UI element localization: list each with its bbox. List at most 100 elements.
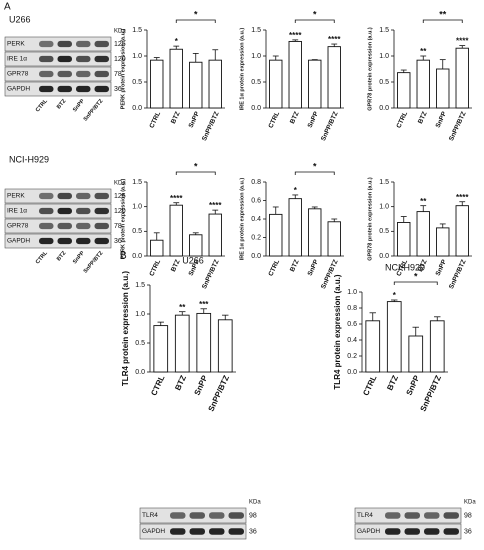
blot-band: [189, 528, 205, 535]
blot-band: [209, 528, 225, 535]
y-tick-label: 0.0: [251, 253, 261, 260]
y-tick-label: 0.8: [347, 305, 357, 312]
y-tick-label: 1.5: [132, 27, 142, 34]
blot-band: [443, 528, 459, 535]
y-tick-label: 0.0: [132, 253, 142, 260]
lane-label: CTRL: [35, 98, 49, 114]
comparison-label: *: [194, 161, 198, 171]
lane-label: CTRL: [35, 250, 49, 266]
blot-band: [94, 55, 109, 63]
bar: [365, 320, 381, 373]
x-tick-label: BTZ: [289, 259, 301, 273]
panel-label: A: [4, 2, 11, 13]
y-tick-label: 1.0: [132, 53, 142, 60]
bar: [436, 68, 450, 109]
significance-label: ****: [456, 37, 469, 46]
blot-band: [385, 528, 401, 535]
x-tick-label: SnPP/BTZ: [201, 259, 221, 290]
blot-band: [76, 222, 91, 230]
comparison-bracket: [294, 19, 335, 23]
band-name: PERK: [7, 41, 25, 48]
significance-label: ***: [199, 300, 209, 309]
bar: [196, 312, 212, 373]
band-kda: 36: [249, 528, 257, 535]
x-tick-label: SnPP/BTZ: [448, 111, 468, 142]
y-tick-label: 0.0: [251, 105, 261, 112]
blot-band: [57, 55, 72, 63]
significance-label: ****: [209, 201, 222, 210]
y-tick-label: 1.5: [251, 27, 261, 34]
lane-label: BTZ: [56, 98, 68, 111]
band-kda: 36: [464, 528, 472, 535]
significance-label: *: [294, 186, 298, 195]
y-tick-label: 0.6: [251, 197, 261, 204]
y-tick-label: 1.5: [135, 282, 145, 289]
blot-band: [94, 237, 109, 245]
lane-label: SnPP: [72, 98, 86, 113]
significance-label: ****: [456, 193, 469, 202]
blot-band: [57, 237, 72, 245]
significance-label: **: [420, 197, 427, 206]
bar: [217, 319, 233, 373]
band-kda: 98: [464, 512, 472, 519]
y-tick-label: 0.5: [379, 228, 389, 235]
band-kda: 36: [114, 86, 122, 93]
comparison-label: *: [194, 9, 198, 19]
x-tick-label: CTRL: [148, 111, 162, 130]
blot-band: [94, 85, 109, 93]
band-name: GPR78: [7, 223, 29, 230]
bar: [208, 213, 222, 257]
x-tick-label: SnPP: [404, 373, 421, 396]
blot-band: [39, 40, 54, 48]
bar: [169, 204, 183, 257]
blot-band: [76, 85, 91, 93]
bar: [169, 48, 183, 109]
band-name: IRE 1α: [7, 56, 27, 63]
blot-band: [39, 207, 54, 215]
comparison-bracket: [175, 171, 216, 175]
blot-band: [76, 207, 91, 215]
band-name: PERK: [7, 193, 25, 200]
significance-label: ****: [170, 194, 183, 203]
chart-title: NCI-H929: [385, 262, 425, 272]
comparison-label: *: [313, 9, 317, 19]
y-axis-label: PERK protein expression (a.u.): [120, 178, 126, 259]
bar: [150, 59, 164, 109]
bar: [386, 301, 402, 373]
blot-band: [170, 512, 186, 519]
x-tick-label: CTRL: [148, 259, 162, 278]
x-tick-label: BTZ: [417, 111, 429, 125]
x-tick-label: CTRL: [267, 259, 281, 278]
x-tick-label: SnPP: [307, 110, 321, 129]
y-tick-label: 0.0: [135, 369, 145, 376]
band-name: GAPDH: [7, 238, 30, 245]
blot-band: [189, 512, 205, 519]
y-tick-label: 1.5: [132, 179, 142, 186]
band-name: TLR4: [142, 512, 158, 519]
blot-band: [228, 512, 244, 519]
blot-band: [404, 528, 420, 535]
x-tick-label: SnPP: [192, 373, 209, 396]
y-tick-label: 0.0: [347, 369, 357, 376]
lane-label: SnPP: [72, 250, 86, 265]
y-tick-label: 0.5: [135, 340, 145, 347]
blot-band: [76, 237, 91, 245]
blot-band: [94, 222, 109, 230]
significance-label: *: [393, 291, 397, 300]
y-axis-label: PERK protein expression (a.u.): [120, 28, 126, 109]
band-name: GAPDH: [357, 528, 380, 535]
significance-label: ****: [328, 35, 341, 44]
y-tick-label: 1.5: [379, 179, 389, 186]
y-axis-label: IRE 1α protein expression (a.u.): [239, 178, 245, 261]
x-tick-label: SnPP/BTZ: [320, 111, 340, 142]
bar: [455, 47, 469, 109]
band-kda: 120: [114, 56, 126, 63]
significance-label: *: [175, 37, 179, 46]
bar: [153, 325, 169, 373]
blot-band: [94, 192, 109, 200]
band-name: GAPDH: [7, 86, 30, 93]
panel-label: B: [120, 251, 127, 262]
bar: [288, 198, 302, 257]
